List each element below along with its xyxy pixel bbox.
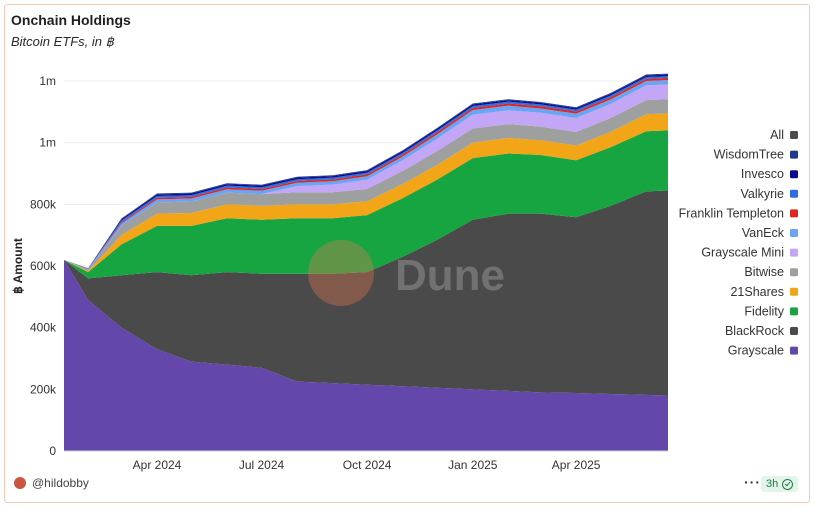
legend-label: Fidelity: [744, 304, 784, 318]
avatar: [14, 477, 26, 489]
legend-swatch: [790, 268, 798, 277]
y-tick-label: 200k: [30, 382, 57, 396]
legend-swatch: [790, 327, 798, 335]
legend-swatch: [790, 307, 798, 316]
legend-swatch: [790, 150, 798, 159]
legend-label: Valkyrie: [740, 187, 784, 201]
y-tick-label: 800k: [30, 197, 57, 211]
freshness-badge[interactable]: 3h: [761, 476, 799, 492]
x-tick-label: Apr 2025: [552, 458, 601, 472]
legend-swatch: [790, 170, 798, 179]
x-tick-label: Jul 2024: [239, 458, 285, 472]
watermark: Dune: [395, 251, 505, 300]
freshness-label: 3h: [766, 478, 779, 490]
legend-label: Franklin Templeton: [679, 206, 784, 220]
author-link[interactable]: @hildobby: [14, 476, 89, 490]
legend-label: Invesco: [741, 167, 784, 181]
author-name: @hildobby: [32, 476, 89, 490]
legend-swatch: [790, 346, 798, 355]
y-tick-label: 1m: [39, 74, 56, 88]
legend-label: VanEck: [742, 226, 785, 240]
legend-label: BlackRock: [725, 324, 785, 338]
chart-subtitle: Bitcoin ETFs, in ฿: [11, 34, 114, 49]
area-grayscale: [64, 259, 668, 451]
y-axis-label: ฿ Amount: [11, 238, 25, 294]
x-tick-label: Apr 2024: [133, 458, 182, 472]
legend-label: 21Shares: [730, 285, 784, 299]
area-blackrock: [64, 190, 668, 396]
area-fidelity: [64, 130, 668, 279]
legend-label: All: [770, 128, 784, 142]
x-tick-label: Jan 2025: [448, 458, 498, 472]
legend-swatch: [790, 229, 798, 237]
legend-swatch: [790, 189, 798, 198]
more-options-icon[interactable]: ···: [744, 474, 761, 490]
legend-label: Bitwise: [744, 265, 784, 279]
y-tick-label: 600k: [30, 259, 57, 273]
legend-swatch: [790, 287, 798, 296]
area-wisdomtree: [64, 73, 668, 269]
check-circle-icon: [782, 478, 794, 490]
y-tick-label: 400k: [30, 321, 57, 335]
y-tick-label: 1m: [39, 136, 56, 150]
area-21shares: [64, 113, 668, 273]
legend-swatch: [790, 209, 798, 218]
x-tick-label: Oct 2024: [343, 458, 392, 472]
legend-label: Grayscale: [728, 344, 784, 358]
y-tick-label: 0: [49, 444, 56, 458]
legend-swatch: [790, 248, 798, 257]
chart-title: Onchain Holdings: [11, 12, 131, 28]
legend-label: Grayscale Mini: [701, 246, 784, 260]
area-invesco: [64, 74, 668, 269]
dune-logo-icon: [308, 240, 374, 306]
legend-swatch: [790, 131, 798, 139]
legend-label: WisdomTree: [714, 148, 784, 162]
